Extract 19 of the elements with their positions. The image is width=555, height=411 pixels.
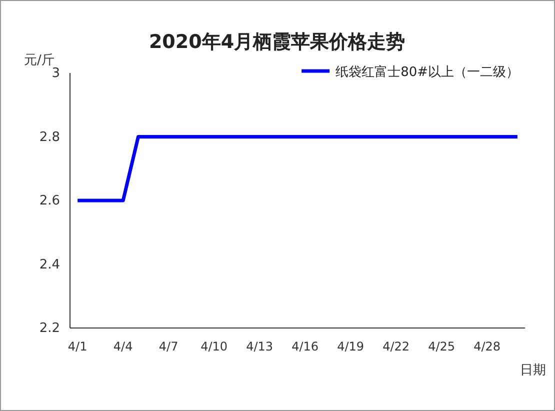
y-tick-label: 2.6 — [39, 194, 60, 209]
x-tick-label: 4/25 — [428, 340, 456, 354]
x-tick-label: 4/19 — [337, 340, 364, 354]
y-tick-label: 2.4 — [39, 257, 60, 272]
chart-title: 2020年4月栖霞苹果价格走势 — [148, 31, 406, 53]
x-tick-label: 4/13 — [246, 340, 274, 354]
x-tick-label: 4/22 — [382, 340, 410, 354]
x-tick-label: 4/4 — [113, 340, 133, 354]
x-tick-label: 4/10 — [200, 340, 228, 354]
x-axis-title: 日期 — [520, 363, 546, 378]
y-tick-label: 2.8 — [39, 130, 60, 145]
x-tick-label: 4/7 — [158, 340, 178, 354]
x-tick-label: 4/28 — [474, 340, 501, 354]
x-tick-label: 4/1 — [68, 340, 88, 354]
legend-label: 纸袋红富士80#以上（一二级） — [336, 64, 519, 80]
x-tick-label: 4/16 — [292, 340, 319, 354]
y-tick-label: 2.2 — [39, 321, 60, 336]
y-axis-title: 元/斤 — [24, 53, 54, 68]
y-tick-label: 3 — [52, 66, 60, 82]
